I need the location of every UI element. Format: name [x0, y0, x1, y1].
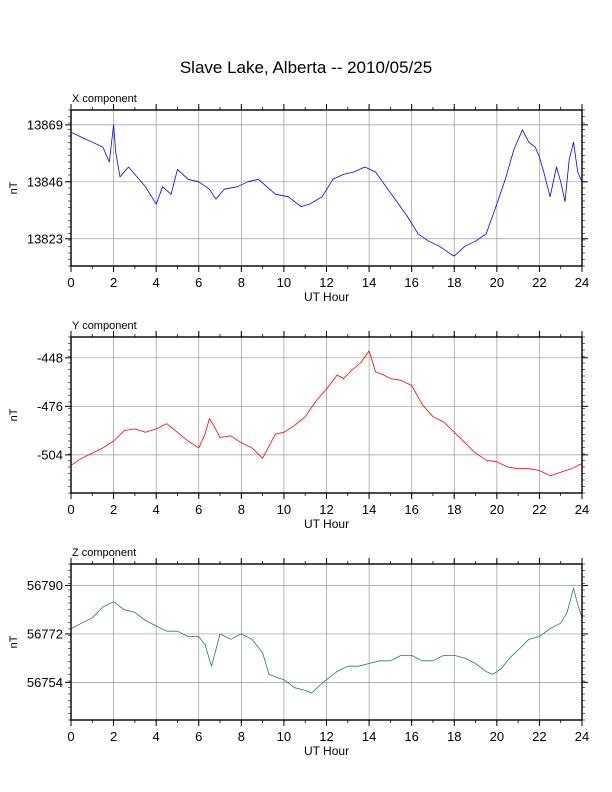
y-panel-xtick-label: 8: [238, 502, 245, 517]
y-panel-xlabel: UT Hour: [304, 517, 349, 531]
y-panel-ytick-label: -448: [37, 350, 63, 365]
y-panel-xtick-label: 20: [490, 502, 504, 517]
z-panel-xtick-label: 2: [110, 729, 117, 744]
x-panel-xtick-label: 24: [575, 275, 589, 290]
z-panel-xtick-label: 8: [238, 729, 245, 744]
x-panel-xlabel: UT Hour: [304, 290, 349, 304]
x-panel-series-line: [70, 124, 583, 257]
z-panel-xtick-label: 4: [153, 729, 160, 744]
x-panel-xtick-label: 20: [490, 275, 504, 290]
y-panel-ytick-label: -504: [37, 447, 63, 462]
z-panel-xtick-label: 0: [67, 729, 74, 744]
z-panel-xlabel: UT Hour: [304, 744, 349, 758]
y-panel-xtick-label: 24: [575, 502, 589, 517]
x-panel-xtick-label: 4: [153, 275, 160, 290]
y-panel-xtick-label: 14: [362, 502, 376, 517]
x-panel-xtick-label: 16: [404, 275, 418, 290]
z-panel-series-line: [70, 587, 583, 694]
x-panel-ylabel: nT: [8, 181, 20, 194]
y-panel-xtick-label: 12: [319, 502, 333, 517]
x-panel-xtick-label: 18: [447, 275, 461, 290]
x-panel-xtick-label: 0: [67, 275, 74, 290]
z-panel-xtick-label: 10: [277, 729, 291, 744]
y-panel-xtick-label: 18: [447, 502, 461, 517]
z-panel-xtick-label: 16: [404, 729, 418, 744]
x-panel-ytick-label: 13823: [27, 231, 63, 246]
x-panel-ytick-label: 13869: [27, 117, 63, 132]
x-panel-xtick-label: 6: [195, 275, 202, 290]
z-panel-ylabel: nT: [8, 635, 20, 648]
y-panel-xtick-label: 16: [404, 502, 418, 517]
z-panel-ytick-label: 56754: [27, 675, 63, 690]
x-panel-xtick-label: 10: [277, 275, 291, 290]
z-panel-ytick-label: 56790: [27, 578, 63, 593]
z-panel-xtick-label: 6: [195, 729, 202, 744]
y-panel-xtick-label: 4: [153, 502, 160, 517]
x-panel-xtick-label: 12: [319, 275, 333, 290]
z-panel-xtick-label: 14: [362, 729, 376, 744]
y-panel-label: Y component: [72, 320, 137, 332]
y-panel-xtick-label: 2: [110, 502, 117, 517]
x-panel-xtick-label: 14: [362, 275, 376, 290]
z-panel-frame: [70, 563, 583, 721]
z-panel-xtick-label: 24: [575, 729, 589, 744]
x-panel-label: X component: [72, 93, 137, 105]
y-panel-ylabel: nT: [8, 408, 20, 421]
z-panel-xtick-label: 22: [532, 729, 546, 744]
z-panel-label: Z component: [72, 547, 136, 559]
x-panel-xtick-label: 2: [110, 275, 117, 290]
y-panel-series-line: [70, 350, 583, 477]
x-panel-xtick-label: 8: [238, 275, 245, 290]
y-panel-xtick-label: 0: [67, 502, 74, 517]
z-panel-ytick-label: 56772: [27, 626, 63, 641]
x-panel-ytick-label: 13846: [27, 174, 63, 189]
y-panel-xtick-label: 10: [277, 502, 291, 517]
y-panel-xtick-label: 22: [532, 502, 546, 517]
x-panel-frame: [70, 109, 583, 267]
z-panel-xtick-label: 18: [447, 729, 461, 744]
x-panel-xtick-label: 22: [532, 275, 546, 290]
z-panel-xtick-label: 12: [319, 729, 333, 744]
page-title: Slave Lake, Alberta -- 2010/05/25: [179, 58, 433, 77]
z-panel-xtick-label: 20: [490, 729, 504, 744]
y-panel-frame: [70, 336, 583, 494]
y-panel-xtick-label: 6: [195, 502, 202, 517]
y-panel-ytick-label: -476: [37, 399, 63, 414]
